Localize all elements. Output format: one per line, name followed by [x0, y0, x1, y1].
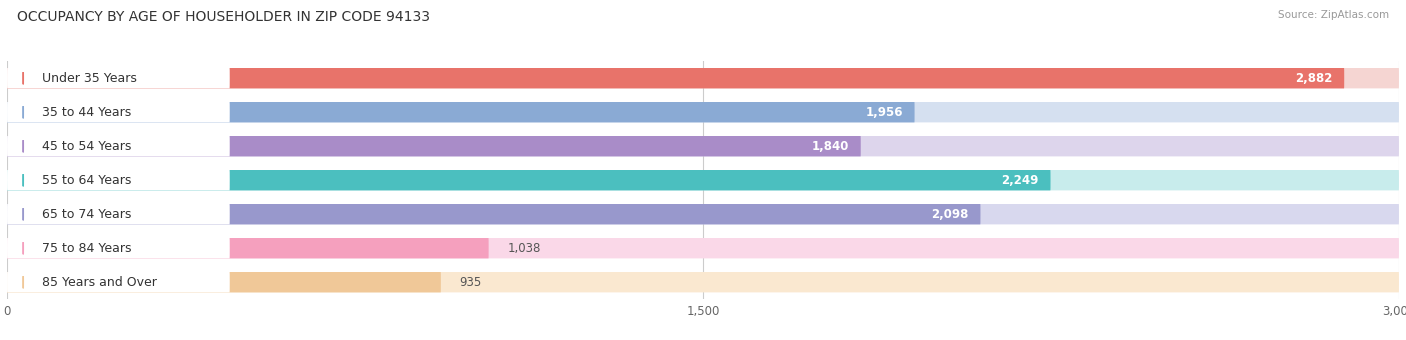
FancyBboxPatch shape	[7, 136, 229, 156]
FancyBboxPatch shape	[7, 136, 860, 156]
FancyBboxPatch shape	[7, 102, 229, 122]
FancyBboxPatch shape	[7, 272, 1399, 292]
FancyBboxPatch shape	[7, 170, 1050, 190]
Text: 75 to 84 Years: 75 to 84 Years	[42, 242, 131, 255]
FancyBboxPatch shape	[7, 272, 441, 292]
Text: 2,098: 2,098	[932, 208, 969, 221]
FancyBboxPatch shape	[7, 238, 1399, 258]
FancyBboxPatch shape	[7, 238, 489, 258]
FancyBboxPatch shape	[7, 170, 229, 190]
Text: 935: 935	[460, 276, 482, 289]
Text: 55 to 64 Years: 55 to 64 Years	[42, 174, 131, 187]
FancyBboxPatch shape	[7, 204, 980, 224]
Text: Under 35 Years: Under 35 Years	[42, 72, 136, 85]
FancyBboxPatch shape	[7, 68, 1344, 88]
FancyBboxPatch shape	[7, 136, 1399, 156]
FancyBboxPatch shape	[7, 102, 1399, 122]
Text: 1,956: 1,956	[866, 106, 903, 119]
FancyBboxPatch shape	[7, 68, 229, 88]
Text: 2,249: 2,249	[1001, 174, 1039, 187]
Text: OCCUPANCY BY AGE OF HOUSEHOLDER IN ZIP CODE 94133: OCCUPANCY BY AGE OF HOUSEHOLDER IN ZIP C…	[17, 10, 430, 24]
FancyBboxPatch shape	[7, 272, 229, 292]
Text: 65 to 74 Years: 65 to 74 Years	[42, 208, 131, 221]
Text: 45 to 54 Years: 45 to 54 Years	[42, 140, 131, 153]
FancyBboxPatch shape	[7, 68, 1399, 88]
FancyBboxPatch shape	[7, 204, 1399, 224]
Text: 1,038: 1,038	[508, 242, 540, 255]
Text: 2,882: 2,882	[1295, 72, 1333, 85]
Text: 85 Years and Over: 85 Years and Over	[42, 276, 156, 289]
Text: 1,840: 1,840	[811, 140, 849, 153]
Text: Source: ZipAtlas.com: Source: ZipAtlas.com	[1278, 10, 1389, 20]
FancyBboxPatch shape	[7, 102, 914, 122]
FancyBboxPatch shape	[7, 204, 229, 224]
Text: 35 to 44 Years: 35 to 44 Years	[42, 106, 131, 119]
FancyBboxPatch shape	[7, 238, 229, 258]
FancyBboxPatch shape	[7, 170, 1399, 190]
